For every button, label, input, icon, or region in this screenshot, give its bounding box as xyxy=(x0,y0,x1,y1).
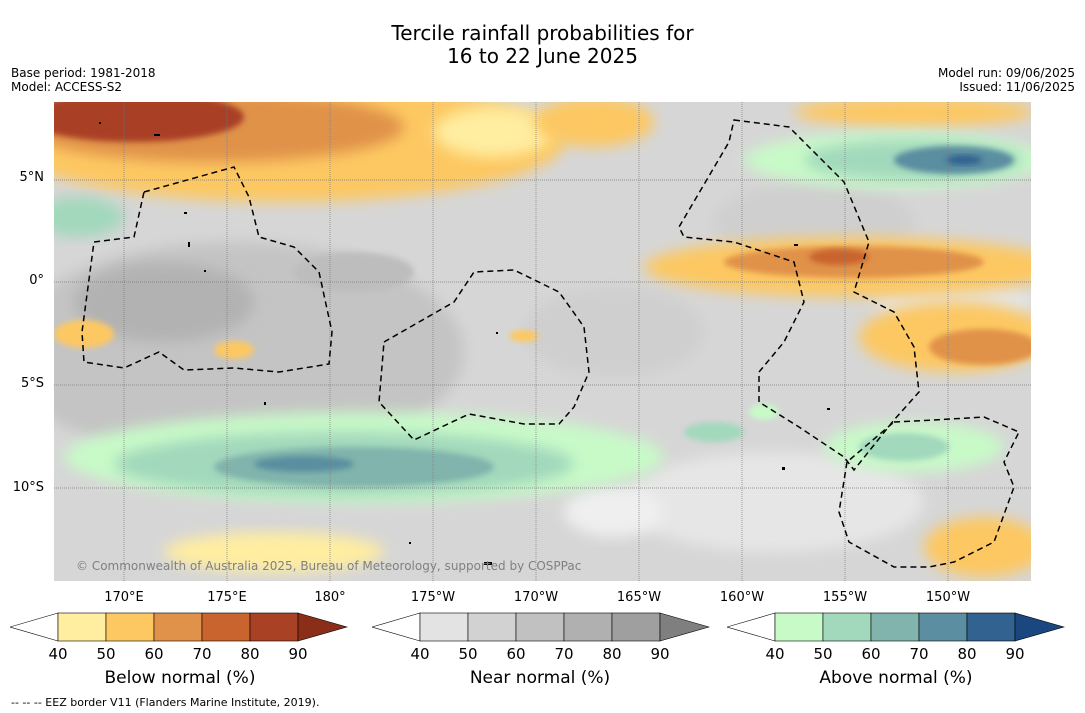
eez-border-central xyxy=(378,269,590,441)
lon-label-165w: 165°W xyxy=(616,590,662,605)
near-tick-80: 80 xyxy=(602,645,622,663)
below-tick-40: 40 xyxy=(48,645,68,663)
eez-footnote: -- -- -- EEZ border V11 (Flanders Marine… xyxy=(11,696,320,709)
colorbar-segment xyxy=(870,612,920,642)
colorbar-segment xyxy=(822,612,872,642)
title-line-2: 16 to 22 June 2025 xyxy=(447,44,638,68)
near-tick-50: 50 xyxy=(458,645,478,663)
above-normal-field xyxy=(54,132,1031,502)
issued-date: Issued: 11/06/2025 xyxy=(959,80,1075,94)
eez-border-southeast xyxy=(838,416,1021,568)
copyright-notice: © Commonwealth of Australia 2025, Bureau… xyxy=(76,559,581,573)
eez-borders xyxy=(81,119,1021,568)
above-normal-title: Above normal (%) xyxy=(819,668,973,688)
colorbar-segment xyxy=(201,612,251,642)
colorbar-near-normal xyxy=(372,612,710,642)
colorbar-segment xyxy=(419,612,469,642)
model-name: Model: ACCESS-S2 xyxy=(11,80,123,94)
near-tick-40: 40 xyxy=(410,645,430,663)
near-normal-title: Near normal (%) xyxy=(469,668,611,688)
lon-label-170e: 170°E xyxy=(104,590,144,605)
meta-right: Model run: 09/06/2025 Issued: 11/06/2025 xyxy=(938,66,1075,94)
colorbar-segment xyxy=(249,612,299,642)
colorbar-above-normal xyxy=(727,612,1065,642)
above-tick-60: 60 xyxy=(861,645,881,663)
colorbar-segment xyxy=(611,612,661,642)
rainfall-map: © Commonwealth of Australia 2025, Bureau… xyxy=(54,102,1031,581)
colorbar-segment xyxy=(297,612,348,642)
lon-label-155w: 155°W xyxy=(822,590,868,605)
colorbar-segment xyxy=(10,612,59,642)
lon-label-160w: 160°W xyxy=(719,590,765,605)
above-tick-40: 40 xyxy=(765,645,785,663)
colorbar-segment xyxy=(659,612,710,642)
colorbar-segment xyxy=(467,612,517,642)
below-tick-60: 60 xyxy=(144,645,164,663)
map-title: Tercile rainfall probabilities for 16 to… xyxy=(0,22,1085,68)
meta-left: Base period: 1981-2018 Model: ACCESS-S2 xyxy=(11,66,156,94)
title-line-1: Tercile rainfall probabilities for xyxy=(391,21,694,45)
below-tick-80: 80 xyxy=(240,645,260,663)
below-tick-50: 50 xyxy=(96,645,116,663)
near-tick-60: 60 xyxy=(506,645,526,663)
lon-label-170w: 170°W xyxy=(513,590,559,605)
colorbar-segment xyxy=(918,612,968,642)
eez-border-northeast xyxy=(678,119,920,472)
colorbar-segment xyxy=(1014,612,1065,642)
lon-label-150w: 150°W xyxy=(925,590,971,605)
lat-label-5s: 5°S xyxy=(20,376,44,391)
above-tick-80: 80 xyxy=(957,645,977,663)
near-tick-90: 90 xyxy=(650,645,670,663)
eez-border-west xyxy=(81,166,333,373)
colorbar-segment xyxy=(57,612,107,642)
model-run: Model run: 09/06/2025 xyxy=(937,66,1075,80)
colorbar-segment xyxy=(966,612,1016,642)
lon-label-175e: 175°E xyxy=(207,590,247,605)
lat-label-0: 0° xyxy=(29,273,44,288)
colorbar-segment xyxy=(372,612,421,642)
lon-label-180: 180° xyxy=(314,590,346,605)
below-tick-90: 90 xyxy=(288,645,308,663)
lon-label-175w: 175°W xyxy=(410,590,456,605)
below-normal-title: Below normal (%) xyxy=(104,668,256,688)
colorbar-segment xyxy=(515,612,565,642)
graticule xyxy=(54,102,1031,581)
lat-label-5n: 5°N xyxy=(19,170,45,185)
colorbar-below-normal xyxy=(10,612,348,642)
above-tick-70: 70 xyxy=(909,645,929,663)
lat-label-10s: 10°S xyxy=(12,480,44,495)
colorbar-segment xyxy=(153,612,203,642)
below-tick-70: 70 xyxy=(192,645,212,663)
below-normal-field xyxy=(54,102,1031,577)
base-period: Base period: 1981-2018 xyxy=(11,66,156,80)
above-tick-90: 90 xyxy=(1005,645,1025,663)
islands xyxy=(99,122,830,565)
colorbar-segment xyxy=(727,612,776,642)
colorbar-segment xyxy=(774,612,824,642)
colorbar-segment xyxy=(105,612,155,642)
near-tick-70: 70 xyxy=(554,645,574,663)
above-tick-50: 50 xyxy=(813,645,833,663)
colorbar-segment xyxy=(563,612,613,642)
